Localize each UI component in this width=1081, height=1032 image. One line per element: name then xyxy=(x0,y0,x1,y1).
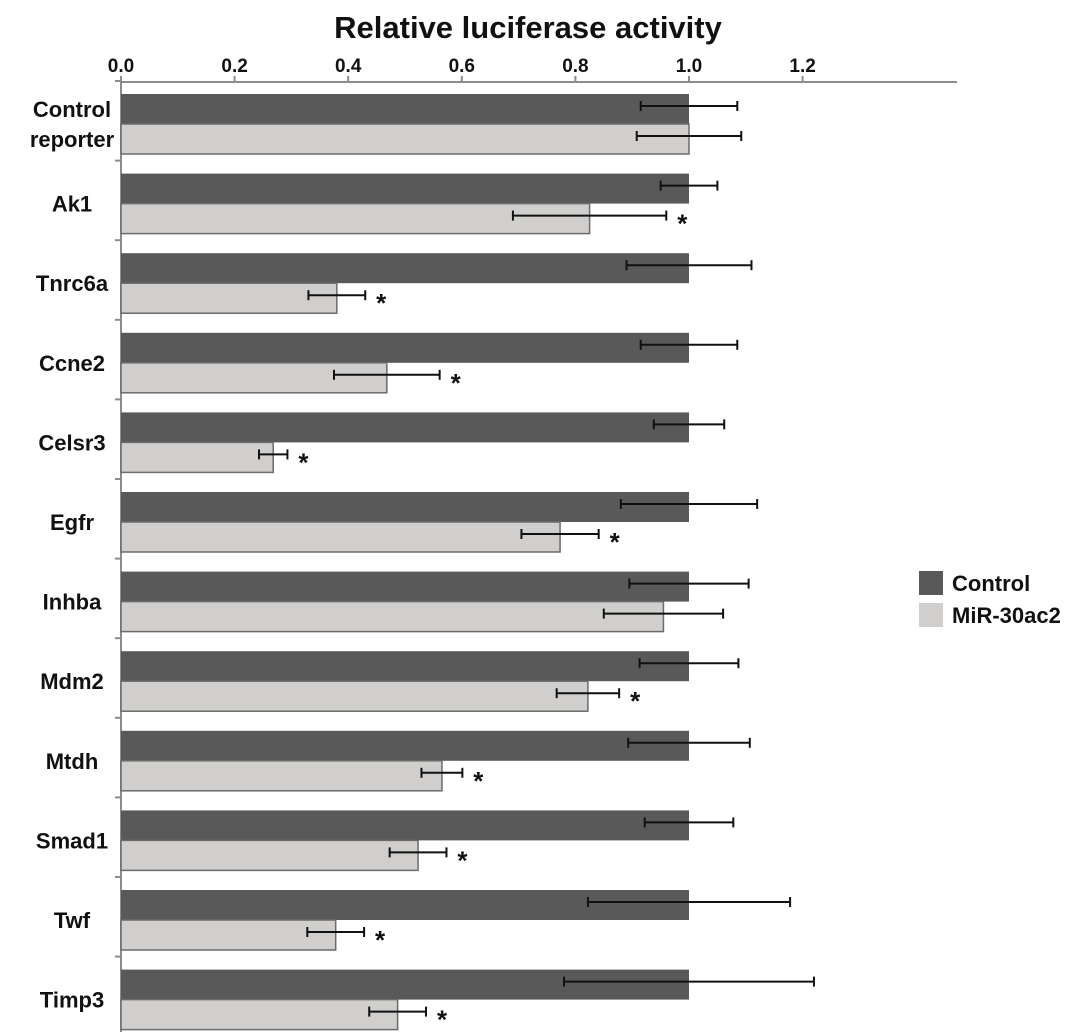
bar-mir30ac2 xyxy=(120,362,388,394)
significance-marker: * xyxy=(375,925,386,955)
x-tick-label: 0.0 xyxy=(108,56,134,77)
bar-control xyxy=(121,890,689,920)
bar-mir30ac2 xyxy=(120,839,419,872)
legend-label: MiR-30ac2 xyxy=(952,603,1061,628)
significance-marker: * xyxy=(451,368,462,398)
category-label: Mtdh xyxy=(46,749,99,774)
bar-mir30ac2 xyxy=(120,123,690,155)
significance-markers: * * * * * * * * * * xyxy=(298,209,688,1032)
bar-control xyxy=(121,730,689,761)
bar-mir30ac2 xyxy=(120,680,589,712)
bar-control xyxy=(121,94,689,124)
bar-mir30ac2 xyxy=(120,998,399,1031)
significance-marker: * xyxy=(298,447,309,477)
bar-control xyxy=(121,810,689,841)
category-label: Timp3 xyxy=(40,988,104,1013)
significance-marker: * xyxy=(437,1005,448,1032)
bar-mir30ac2 xyxy=(120,282,338,314)
bar-control xyxy=(121,492,689,522)
category-labels: Control reporter Ak1 Tnrc6a Ccne2 Celsr3 Egfr I… xyxy=(30,97,115,1013)
chart-title: Relative luciferase activity xyxy=(334,10,722,45)
category-label: Ccne2 xyxy=(39,351,105,376)
bar-mir30ac2 xyxy=(120,760,443,792)
bar-mir30ac2 xyxy=(120,600,665,633)
bar-control xyxy=(121,969,689,1000)
bar-control xyxy=(121,253,689,284)
legend-label: Control xyxy=(952,571,1030,596)
bar-mir30ac2 xyxy=(120,919,337,951)
legend-swatch xyxy=(919,571,943,595)
legend-swatch xyxy=(919,603,943,627)
error-bars xyxy=(258,101,815,1017)
bars xyxy=(120,94,690,1031)
bar-control xyxy=(121,332,689,363)
x-tick-label: 1.2 xyxy=(789,56,815,77)
legend: Control MiR-30ac2 xyxy=(919,571,1061,628)
significance-marker: * xyxy=(376,288,387,318)
y-axis xyxy=(115,80,122,1032)
bar-control xyxy=(121,571,689,602)
significance-marker: * xyxy=(610,527,621,557)
bar-mir30ac2 xyxy=(120,441,274,474)
category-label: Ak1 xyxy=(52,192,92,217)
x-tick-label: 0.8 xyxy=(562,56,588,77)
x-axis: 0.0 0.2 0.4 0.6 0.8 1.0 1.2 xyxy=(108,56,957,83)
x-tick-label: 1.0 xyxy=(676,56,702,77)
category-label: Control xyxy=(33,97,111,122)
significance-marker: * xyxy=(473,766,484,796)
category-label: Celsr3 xyxy=(38,430,105,455)
category-label: Mdm2 xyxy=(40,669,104,694)
x-tick-label: 0.4 xyxy=(335,56,362,77)
category-label: Inhba xyxy=(43,590,102,615)
x-tick-label: 0.6 xyxy=(449,56,475,77)
category-label: Egfr xyxy=(50,510,94,535)
x-tick-label: 0.2 xyxy=(221,56,247,77)
bar-mir30ac2 xyxy=(120,521,561,553)
bar-control xyxy=(121,173,689,204)
bar-mir30ac2 xyxy=(120,202,591,235)
category-label: Twf xyxy=(54,908,91,933)
bar-control xyxy=(121,651,689,682)
significance-marker: * xyxy=(630,686,641,716)
category-label: reporter xyxy=(30,127,115,152)
category-label: Smad1 xyxy=(36,828,108,853)
significance-marker: * xyxy=(457,845,468,875)
category-label: Tnrc6a xyxy=(36,271,109,296)
bar-control xyxy=(121,412,689,443)
significance-marker: * xyxy=(677,209,688,239)
